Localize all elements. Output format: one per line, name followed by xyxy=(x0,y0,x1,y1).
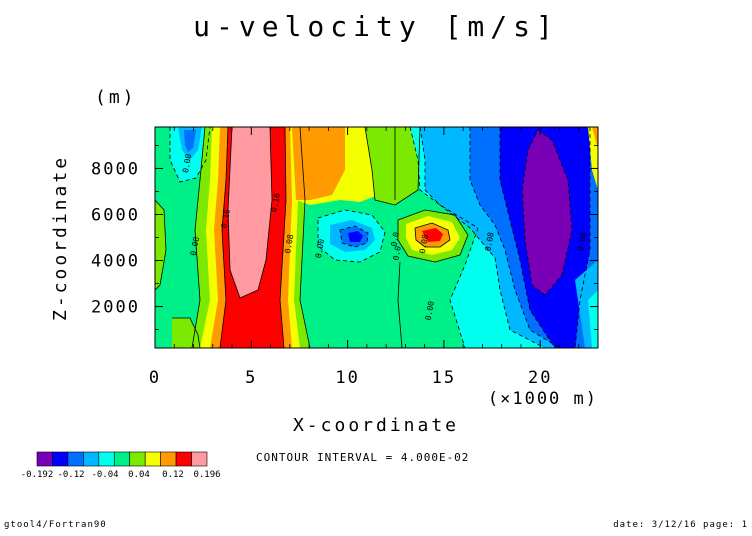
color-bar-label: 0.04 xyxy=(128,470,150,480)
footer-left: gtool4/Fortran90 xyxy=(4,520,107,530)
contour-label: 0.00 xyxy=(314,238,326,259)
contour-label: 0.00 xyxy=(181,153,193,174)
color-bar-swatch xyxy=(83,451,100,467)
color-bar-swatch xyxy=(113,451,131,467)
color-bar-swatch xyxy=(191,451,208,467)
color-bar-swatch xyxy=(67,451,84,467)
chart-title: u-velocity [m/s] xyxy=(193,10,559,43)
color-bar-swatch xyxy=(175,451,192,467)
contour-label: 0.0 xyxy=(391,245,402,261)
color-bar xyxy=(36,451,208,467)
color-bar-labels: -0.192 -0.12 -0.04 0.04 0.12 0.196 xyxy=(21,470,221,480)
contour-label: 0.00 xyxy=(424,300,436,321)
color-bar-label: -0.192 xyxy=(21,470,54,480)
contour-label: 0.0 xyxy=(390,231,401,247)
color-bar-swatch xyxy=(129,451,146,467)
contour-labels: 0.00 0.16 0.16 0.08 0.08 0.00 0.0 0.08 0.0 0.00 0.… xyxy=(181,153,588,321)
x-tick-label: 20 xyxy=(528,368,552,388)
x-axis-label: X-coordinate xyxy=(293,415,459,436)
color-bar-label: -0.04 xyxy=(91,470,118,480)
color-bar-swatch xyxy=(144,451,161,467)
x-tick-label: 5 xyxy=(245,368,257,388)
y-tick-label: 2000 xyxy=(91,298,140,318)
contour-label: 0.08 xyxy=(483,231,495,252)
y-axis: 2000 4000 6000 8000 xyxy=(91,145,598,330)
color-bar-swatch xyxy=(52,451,69,467)
color-bar-swatch xyxy=(160,451,177,467)
x-tick-label: 0 xyxy=(149,368,161,388)
y-tick-label: 6000 xyxy=(91,205,140,225)
contour-label: 0.08 xyxy=(576,231,588,252)
color-bar-label: -0.12 xyxy=(57,470,84,480)
color-bar-label: 0.196 xyxy=(193,470,220,480)
contour-interval: CONTOUR INTERVAL = 4.000E-02 xyxy=(256,451,469,464)
contour-label: 0.08 xyxy=(418,234,430,255)
x-tick-label: 15 xyxy=(432,368,456,388)
color-bar-swatch xyxy=(98,451,115,467)
y-axis-unit: (m) xyxy=(95,87,137,108)
y-axis-label: Z-coordinate xyxy=(50,155,71,321)
x-axis: 0 5 10 15 20 xyxy=(149,127,599,388)
y-tick-label: 8000 xyxy=(91,159,140,179)
color-bar-swatch xyxy=(36,451,53,467)
color-bar-label: 0.12 xyxy=(162,470,184,480)
y-tick-label: 4000 xyxy=(91,252,140,272)
contour-label: 0.08 xyxy=(283,234,295,255)
contour-label: 0.08 xyxy=(189,236,201,257)
contour-field xyxy=(155,127,598,348)
contour-label: 0.16 xyxy=(220,208,232,229)
x-tick-label: 10 xyxy=(335,368,359,388)
footer-right: date: 3/12/16 page: 1 xyxy=(613,520,748,530)
x-axis-unit: (×1000 m) xyxy=(488,389,598,409)
contour-label: 0.16 xyxy=(270,192,282,213)
